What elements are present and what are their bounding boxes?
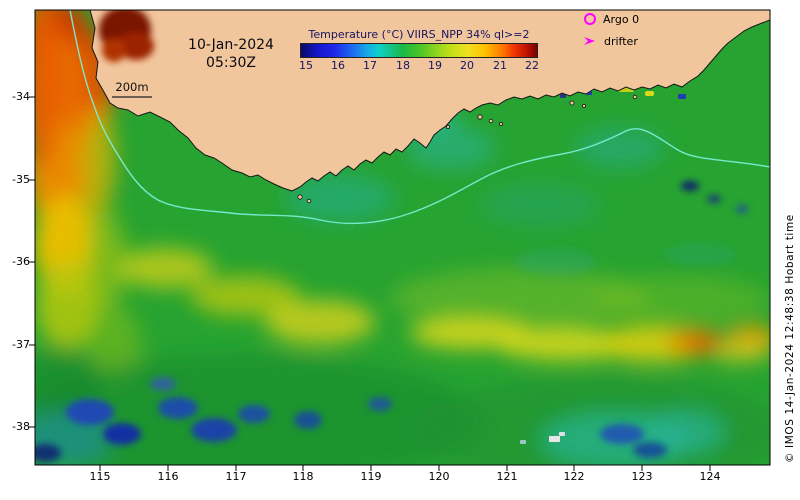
x-tick-label: 121: [496, 470, 518, 483]
land-hot-patch: [99, 10, 154, 62]
y-tick-label: -35: [12, 173, 30, 186]
x-tick-label: 124: [699, 470, 721, 483]
argo-circle-icon: [584, 13, 596, 25]
legend-item-drifter: drifter: [584, 30, 639, 52]
observation-datetime: 10-Jan-2024 05:30Z: [156, 36, 306, 72]
date-label: 10-Jan-2024: [188, 37, 274, 53]
time-label: 05:30Z: [206, 55, 256, 72]
x-tick-label: 123: [631, 470, 653, 483]
colorbar-tick-label: 21: [493, 59, 507, 72]
colorbar-tick-label: 18: [396, 59, 410, 72]
colorbar-title: Temperature (°C) VIIRS_NPP 34% ql>=2: [308, 28, 530, 41]
x-tick-label: 120: [428, 470, 450, 483]
y-tick-label: -36: [12, 255, 30, 268]
drifter-label: drifter: [604, 34, 638, 48]
map-legend: Argo 0 drifter: [584, 8, 639, 52]
axis-ticks: [29, 96, 711, 471]
argo-label: Argo 0: [603, 12, 640, 26]
colorbar-gradient: [300, 43, 538, 58]
depth-contour-label: 200m: [115, 80, 149, 94]
x-tick-label: 117: [225, 470, 247, 483]
x-tick-label: 122: [563, 470, 585, 483]
map-frame: [34, 9, 771, 466]
colorbar-tick-label: 15: [299, 59, 313, 72]
temperature-colorbar: Temperature (°C) VIIRS_NPP 34% ql>=2 15 …: [299, 28, 539, 74]
legend-item-argo: Argo 0: [584, 8, 639, 30]
colorbar-tick-labels: 15 16 17 18 19 20 21 22: [299, 59, 539, 74]
islands: [297, 94, 638, 204]
x-tick-label: 116: [157, 470, 179, 483]
colorbar-tick-label: 17: [363, 59, 377, 72]
colorbar-tick-label: 16: [331, 59, 345, 72]
copyright-vertical-text: © IMOS 14-Jan-2024 12:48:38 Hobart time: [784, 214, 796, 463]
drifter-arrow-icon: [584, 37, 595, 45]
colorbar-tick-label: 22: [525, 59, 539, 72]
y-tick-label: -37: [12, 338, 30, 351]
x-tick-label: 115: [89, 470, 111, 483]
colorbar-tick-label: 19: [428, 59, 442, 72]
colorbar-tick-label: 20: [460, 59, 474, 72]
x-tick-label: 119: [360, 470, 382, 483]
contour-200m-line: [69, 10, 770, 225]
y-tick-label: -34: [12, 90, 30, 103]
y-tick-label: -38: [12, 420, 30, 433]
x-tick-label: 118: [292, 470, 314, 483]
